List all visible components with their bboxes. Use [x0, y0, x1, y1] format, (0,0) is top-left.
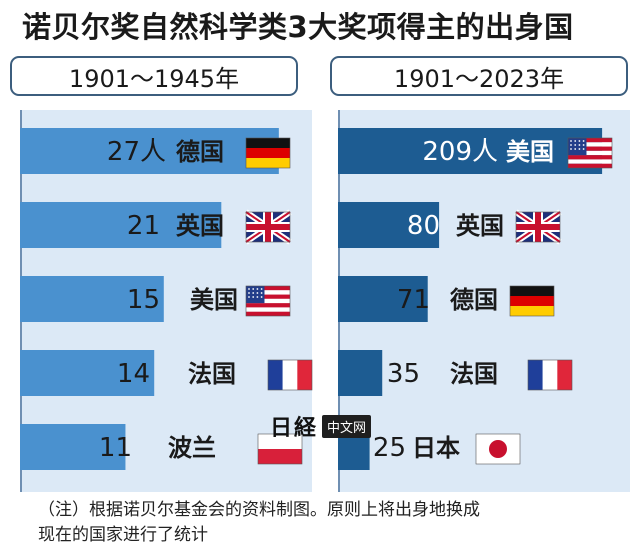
- footnote: （注）根据诺贝尔基金会的资料制图。原则上将出身地换成 现在的国家进行了统计: [38, 498, 578, 548]
- france-flag-icon: [527, 359, 573, 391]
- chart-left: 27人 德国 21 英国 15 美国 14 法国 11 波兰: [20, 128, 313, 470]
- period-label-right: 1901～2023年: [330, 56, 628, 96]
- watermark-label: 中文网: [322, 414, 372, 438]
- bar-usa: [338, 128, 603, 174]
- value-label: 14: [117, 359, 150, 389]
- value-label: 27人: [107, 137, 166, 167]
- chart-right: 209人 美国 80 英国 71 德国 35 法国 25 日本: [338, 128, 613, 470]
- value-label: 25: [373, 433, 406, 463]
- category-label: 日本: [412, 434, 460, 462]
- category-label: 英国: [176, 212, 224, 240]
- value-label: 15: [127, 285, 160, 315]
- japan-flag-icon: [475, 433, 521, 465]
- value-label: 35: [387, 359, 420, 389]
- value-label: 21: [127, 211, 160, 241]
- bar-france: [338, 350, 383, 396]
- poland-flag-icon: [257, 433, 303, 465]
- category-label: 法国: [188, 360, 236, 388]
- france-flag-icon: [267, 359, 313, 391]
- germany-flag-icon: [245, 137, 291, 169]
- value-label: 80: [407, 211, 440, 241]
- category-label: 法国: [450, 360, 498, 388]
- usa-flag-icon: [567, 137, 613, 169]
- bar-germany: [338, 276, 428, 322]
- period-label-left: 1901～1945年: [10, 56, 298, 96]
- watermark: 日経 中文网: [270, 414, 372, 441]
- uk-flag-icon: [244, 209, 292, 245]
- bar-france: [20, 350, 155, 396]
- value-label: 71: [397, 285, 430, 315]
- bar-germany: [20, 128, 279, 174]
- category-label: 美国: [190, 286, 238, 314]
- value-label: 11: [99, 433, 132, 463]
- watermark-logo: 日経: [270, 415, 319, 441]
- footnote-line-1: （注）根据诺贝尔基金会的资料制图。原则上将出身地换成: [38, 500, 480, 520]
- bar-usa: [20, 276, 164, 322]
- usa-flag-icon: [245, 285, 291, 317]
- bar-uk: [20, 202, 222, 248]
- category-label: 德国: [176, 138, 224, 166]
- uk-flag-icon: [514, 209, 562, 245]
- category-label: 英国: [456, 212, 504, 240]
- category-label: 美国: [506, 138, 554, 166]
- page-title: 诺贝尔奖自然科学类3大奖项得主的出身国: [22, 10, 574, 44]
- bar-uk: [338, 202, 440, 248]
- category-label: 波兰: [168, 434, 216, 462]
- germany-flag-icon: [509, 285, 555, 317]
- value-label: 209人: [422, 137, 498, 167]
- category-label: 德国: [450, 286, 498, 314]
- footnote-line-2: 现在的国家进行了统计: [38, 525, 208, 545]
- bar-poland: [20, 424, 126, 470]
